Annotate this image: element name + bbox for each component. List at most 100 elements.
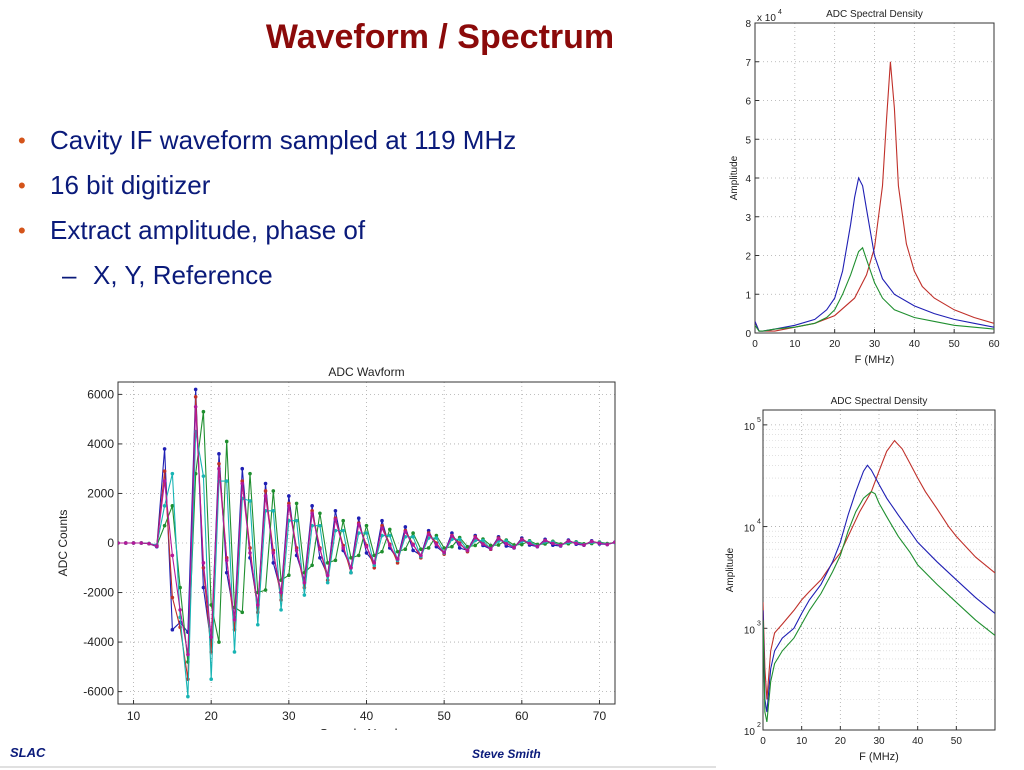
data-point [558,543,563,548]
data-point [481,538,485,543]
data-point [310,504,314,508]
data-point [372,565,377,570]
data-point [162,469,167,473]
data-point [364,544,369,549]
y-exponent-value: 4 [778,9,782,16]
data-point [380,533,384,538]
data-point [434,542,439,547]
data-point [201,474,206,478]
series-line [763,464,995,713]
sub-bullet-item: – X, Y, Reference [18,253,658,298]
data-point [527,541,532,546]
x-tick-label: 30 [282,709,296,723]
y-tick-label: 1 [745,290,751,301]
data-point [520,542,524,547]
data-point [349,565,353,570]
data-point [333,558,338,563]
x-tick-label: 30 [869,339,881,350]
x-tick-label: 20 [835,736,847,747]
y-tick-exponent: 4 [757,519,761,526]
waveform-chart: 10 20 30 40 50 60 70 -6000 -4000 -2000 0 2000 4000 60… [56,365,616,730]
data-point [325,561,330,565]
x-tick-label: 40 [909,339,921,350]
data-point [364,523,369,528]
y-tick-label: -4000 [83,635,114,649]
data-point [263,489,268,493]
y-tick-label: 4000 [87,437,114,451]
y-tick-label: 2 [745,252,751,263]
data-point [170,553,175,558]
data-point [426,546,431,550]
slide-title: Waveform / Spectrum [265,18,615,56]
data-point [387,527,392,532]
y-axis-label: ADC Counts [56,510,70,577]
data-point [411,531,415,535]
data-point [512,545,516,550]
data-point [496,536,501,541]
x-tick-label: 0 [760,736,766,747]
x-tick-label: 10 [796,736,808,747]
footer-center: Steve Smith [472,747,541,761]
data-point [318,511,322,516]
data-point [162,504,167,508]
data-point [201,585,206,590]
series-line [763,491,995,723]
data-point [279,608,283,612]
data-point [411,535,415,539]
data-point [279,590,283,595]
data-point [217,461,221,466]
y-axis-label: Amplitude [725,547,736,592]
data-point [271,561,276,565]
data-point [341,528,346,533]
data-point [535,544,540,549]
x-tick-label: 20 [829,339,841,350]
series-line [755,176,994,332]
footer-left: SLAC [10,745,46,760]
data-point [118,541,120,545]
x-tick-label: 10 [789,339,801,350]
data-point [209,635,213,639]
x-tick-label: 10 [127,709,141,723]
data-point [186,694,190,699]
bullet-dot-icon: • [18,173,26,198]
data-point [566,539,571,543]
series-line [755,61,994,332]
data-point [294,501,299,506]
data-point [217,452,221,456]
data-point [543,538,547,543]
data-point [310,563,314,568]
data-point [380,549,384,554]
data-point [605,542,610,547]
y-exponent-label: x 10 [757,13,776,24]
data-point [589,539,594,544]
data-point [287,494,291,498]
data-point [356,516,361,521]
data-point [488,543,493,548]
x-tick-label: 50 [949,339,961,350]
data-point [551,541,555,546]
plot-frame [762,409,996,731]
data-point [178,585,182,590]
data-point [263,494,268,498]
data-point [465,548,470,553]
data-point [240,466,245,471]
data-point [356,553,361,558]
data-point [411,543,415,547]
data-point [271,509,276,513]
data-point [395,561,400,565]
data-point [380,526,384,530]
plot-frame [754,22,995,334]
data-point [217,466,221,471]
x-tick-label: 60 [515,709,529,723]
data-point [333,517,338,522]
data-point [318,556,322,560]
series-group [763,439,995,723]
y-tick-label: 4 [745,174,751,185]
data-point [287,501,291,506]
data-point [224,439,229,444]
data-point [325,573,330,577]
x-axis-label: Sample Number [320,726,415,730]
y-tick-exponent: 3 [757,620,761,627]
data-point [349,556,353,560]
